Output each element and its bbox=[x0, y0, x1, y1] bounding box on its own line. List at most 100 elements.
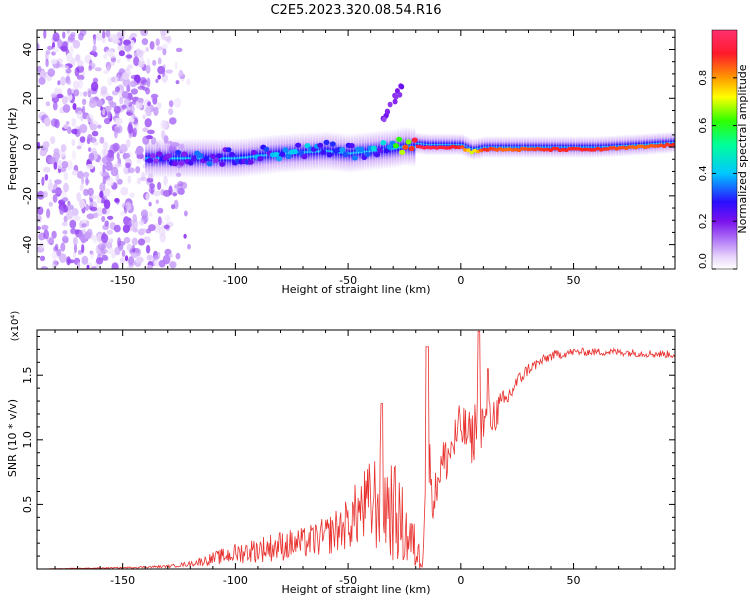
x-tick-label: -100 bbox=[223, 274, 248, 287]
noise-blob bbox=[131, 219, 135, 226]
ridge-point bbox=[213, 157, 219, 163]
noise-blob bbox=[92, 77, 99, 84]
ridge-halo bbox=[448, 133, 451, 156]
ridge-point bbox=[175, 149, 182, 156]
noise-blob bbox=[174, 61, 178, 70]
ridge-halo bbox=[177, 138, 181, 178]
colorbar-label: Normalized spectral amplitude bbox=[736, 64, 749, 233]
noise-blob bbox=[109, 61, 116, 66]
ridge-halo bbox=[518, 136, 521, 158]
ridge-halo bbox=[634, 134, 638, 156]
ridge-point bbox=[364, 151, 371, 157]
ridge-halo bbox=[242, 137, 245, 178]
noise-blob bbox=[87, 87, 92, 97]
ridge-point bbox=[579, 147, 585, 152]
ridge-halo bbox=[353, 133, 356, 173]
ridge-point bbox=[323, 139, 330, 145]
ridge-halo bbox=[602, 135, 605, 158]
noise-blob bbox=[92, 212, 99, 219]
noise-blob bbox=[145, 228, 152, 234]
noise-blob bbox=[104, 220, 109, 227]
ridge-point bbox=[636, 144, 642, 149]
noise-blob bbox=[101, 215, 106, 223]
noise-blob bbox=[57, 159, 63, 170]
noise-blob bbox=[126, 84, 131, 93]
noise-blob bbox=[129, 80, 138, 88]
noise-blob bbox=[76, 110, 84, 120]
noise-blob bbox=[88, 152, 95, 162]
ridge-point bbox=[377, 147, 384, 153]
noise-blob bbox=[74, 67, 80, 77]
top-y-axis-label: Frequency (Hz) bbox=[6, 108, 19, 191]
ridge-halo bbox=[183, 138, 186, 178]
y-tick-label: -40 bbox=[21, 236, 34, 254]
noise-blob bbox=[81, 223, 87, 228]
noise-blob bbox=[133, 74, 141, 84]
noise-blob bbox=[71, 170, 78, 176]
ridge-halo bbox=[670, 131, 673, 154]
snr-panel: -150 -100 -50 0 50 0.5 1.0 1.5 Height of strai… bbox=[6, 311, 676, 596]
noise-blob bbox=[69, 219, 77, 229]
ridge-halo bbox=[618, 134, 621, 157]
noise-blob bbox=[52, 32, 60, 42]
noise-blob bbox=[132, 127, 137, 138]
noise-blob bbox=[86, 213, 95, 220]
ridge-halo bbox=[172, 138, 175, 178]
noise-blob bbox=[79, 91, 83, 97]
noise-blob bbox=[157, 181, 162, 191]
ridge-point bbox=[671, 142, 675, 147]
ridge-halo bbox=[437, 133, 440, 156]
noise-blob bbox=[111, 33, 119, 44]
noise-blob bbox=[63, 171, 69, 181]
ridge-halo bbox=[559, 136, 562, 158]
ridge-point bbox=[225, 147, 232, 153]
chart-title: C2E5.2023.320.08.54.R16 bbox=[270, 3, 441, 18]
ridge-halo bbox=[659, 132, 662, 155]
noise-blob bbox=[140, 30, 149, 37]
noise-blob bbox=[146, 77, 151, 88]
noise-blob bbox=[86, 163, 94, 170]
ridge-halo bbox=[551, 136, 554, 158]
ridge-halo bbox=[586, 136, 589, 158]
noise-blob bbox=[148, 211, 153, 217]
ridge-halo bbox=[237, 138, 240, 178]
noise-blob bbox=[139, 228, 147, 234]
noise-blob bbox=[152, 59, 157, 66]
noise-blob bbox=[124, 153, 130, 159]
ridge-halo bbox=[356, 132, 359, 173]
ridge-point bbox=[301, 154, 308, 160]
noise-blob bbox=[52, 259, 58, 269]
noise-blob bbox=[45, 58, 49, 68]
ridge-point bbox=[602, 147, 607, 151]
ridge-point bbox=[501, 148, 506, 152]
bottom-y-axis-label: SNR (10 * v/v) bbox=[6, 399, 19, 477]
noise-blob bbox=[73, 236, 78, 246]
noise-blob bbox=[137, 238, 146, 246]
noise-blob bbox=[136, 158, 143, 164]
noise-blob bbox=[46, 236, 55, 244]
ridge-halo bbox=[529, 136, 532, 158]
noise-blob bbox=[102, 30, 106, 39]
ridge-halo bbox=[496, 136, 500, 158]
noise-blob bbox=[113, 105, 121, 114]
ridge-halo bbox=[391, 129, 394, 169]
noise-blob bbox=[127, 167, 135, 174]
ridge-halo bbox=[421, 133, 424, 155]
ridge-halo bbox=[196, 138, 199, 178]
snr-frame bbox=[36, 329, 676, 570]
ridge-halo bbox=[653, 132, 657, 155]
ridge-halo bbox=[580, 136, 584, 158]
y-tick-label: 20 bbox=[21, 91, 34, 105]
ridge-point bbox=[187, 160, 194, 166]
ridge-halo bbox=[239, 138, 243, 178]
ridge-halo bbox=[231, 138, 235, 178]
noise-blob bbox=[100, 233, 109, 244]
ridge-point bbox=[374, 152, 380, 158]
noise-blob bbox=[43, 229, 49, 240]
top-x-axis-label: Height of straight line (km) bbox=[281, 283, 430, 296]
ridge-point bbox=[608, 146, 613, 150]
y-tick-label: 1.0 bbox=[21, 431, 34, 449]
ridge-halo bbox=[250, 136, 254, 177]
noise-blob bbox=[53, 161, 58, 170]
